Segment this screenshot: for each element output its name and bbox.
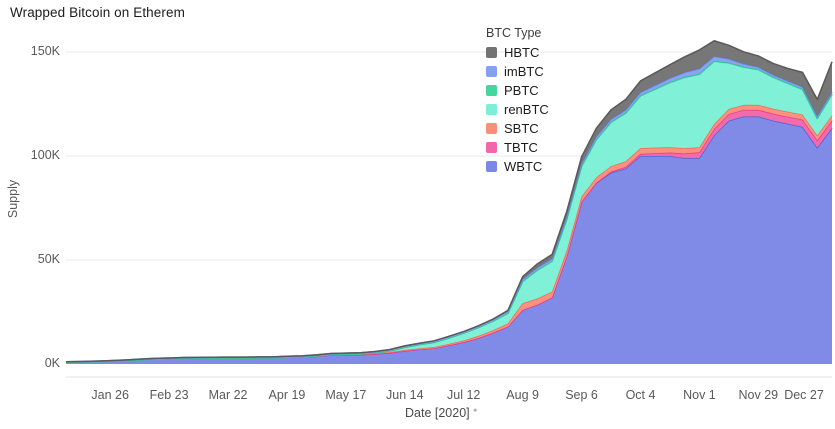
x-tick-Jun-14: Jun 14 [386,388,424,402]
legend-swatch-PBTC [486,85,497,96]
y-tick-50K: 50K [37,252,60,266]
legend-item-imBTC[interactable]: imBTC [486,62,549,81]
x-tick-Apr-19: Apr 19 [268,388,306,402]
legend-label-WBTC: WBTC [504,159,543,174]
legend-swatch-imBTC [486,66,497,77]
x-axis-title-text: Date [2020] [405,406,470,421]
legend-label-SBTC: SBTC [504,121,539,136]
legend-label-TBTC: TBTC [504,140,538,155]
y-tick-150K: 150K [30,44,60,58]
x-axis-title-footnote-icon: ⁎ [473,405,478,414]
legend-title: BTC Type [486,26,542,40]
x-tick-Aug-9: Aug 9 [506,388,539,402]
legend-label-imBTC: imBTC [504,64,544,79]
y-tick-0K: 0K [44,356,60,370]
x-tick-Jul-12: Jul 12 [447,388,481,402]
x-tick-Nov-1: Nov 1 [683,388,716,402]
legend-swatch-TBTC [486,142,497,153]
y-axis-title: Supply [6,179,20,219]
x-tick-May-17: May 17 [325,388,367,402]
area-renBTC [66,61,832,363]
x-tick-Nov-29: Nov 29 [738,388,779,402]
legend-label-renBTC: renBTC [504,102,549,117]
legend-item-WBTC[interactable]: WBTC [486,157,549,176]
x-tick-Dec-27: Dec 27 [784,388,824,402]
legend-swatch-WBTC [486,161,497,172]
legend-item-SBTC[interactable]: SBTC [486,119,549,138]
area-WBTC [66,116,832,364]
x-axis-title: Date [2020] ⁎ [405,405,477,420]
legend-swatch-renBTC [486,104,497,115]
x-tick-Mar-22: Mar 22 [208,388,248,402]
legend-item-renBTC[interactable]: renBTC [486,100,549,119]
x-tick-Feb-23: Feb 23 [149,388,189,402]
edge-HBTC [65,40,833,363]
legend-rows: HBTC imBTC PBTC renBTC SBTC TBTC WBTC [486,43,549,176]
legend-item-PBTC[interactable]: PBTC [486,81,549,100]
y-tick-100K: 100K [30,148,60,162]
legend: BTC Type HBTC imBTC PBTC renBTC SBTC TBTC WBTC [486,26,549,176]
legend-item-TBTC[interactable]: TBTC [486,138,549,157]
legend-label-HBTC: HBTC [504,45,540,60]
x-tick-Oct-4: Oct 4 [625,388,656,402]
x-tick-Sep-6: Sep 6 [565,388,598,402]
legend-swatch-HBTC [486,47,497,58]
chart-title: Wrapped Bitcoin on Etherem [10,5,185,20]
legend-item-HBTC[interactable]: HBTC [486,43,549,62]
legend-swatch-SBTC [486,123,497,134]
x-tick-Jan-26: Jan 26 [91,388,129,402]
legend-label-PBTC: PBTC [504,83,539,98]
